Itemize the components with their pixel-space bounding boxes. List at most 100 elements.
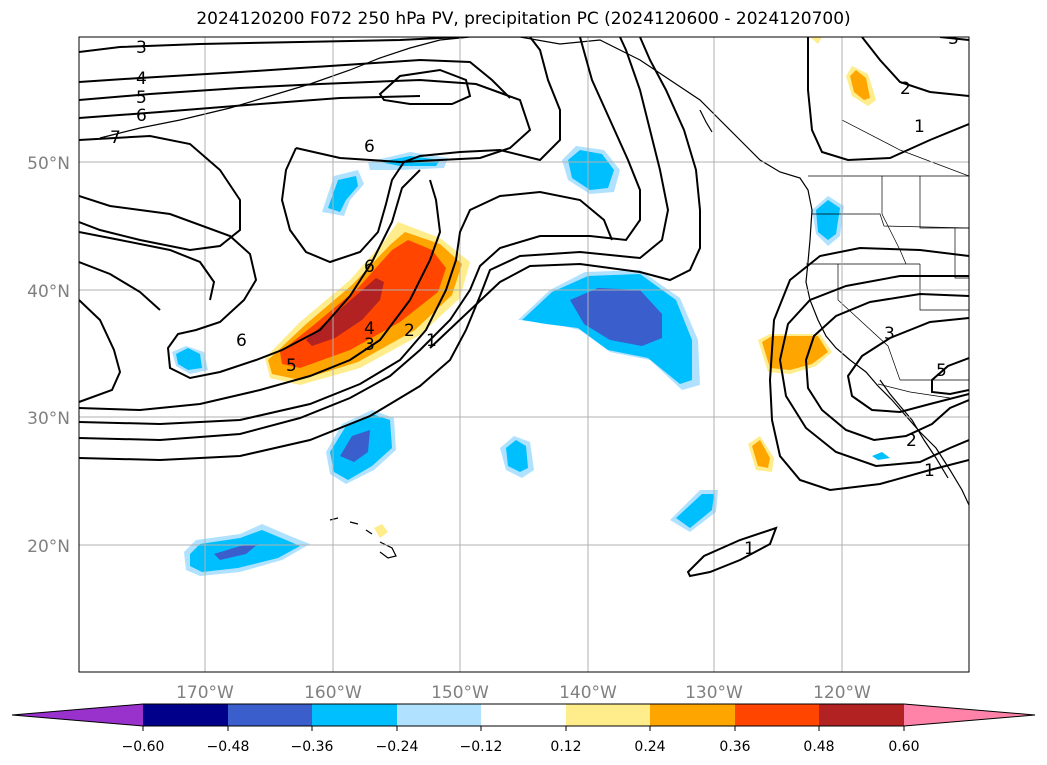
latitude-labels: 50°N 40°N 30°N 20°N xyxy=(27,154,70,557)
lat-label: 40°N xyxy=(27,282,70,302)
coastline-hawaii xyxy=(329,517,397,559)
colorbar-segment xyxy=(735,704,819,726)
contour-label: 6 xyxy=(136,106,147,126)
pv-contour-se xyxy=(768,246,969,492)
colorbar-tick-label: 0.60 xyxy=(888,739,919,755)
border-id xyxy=(881,176,907,265)
colorbar-tick-labels: −0.60 −0.48 −0.36 −0.24 −0.12 0.12 0.24 … xyxy=(122,739,920,755)
map-background xyxy=(79,37,969,672)
contour-label: 5 xyxy=(136,88,147,108)
pv-contour xyxy=(79,134,241,252)
colorbar: −0.60 −0.48 −0.36 −0.24 −0.12 0.12 0.24 … xyxy=(11,703,1036,755)
contour-label: 6 xyxy=(364,257,375,277)
pv-contour xyxy=(280,37,561,264)
contour-label: 2 xyxy=(906,431,917,451)
pv-contour xyxy=(79,37,461,53)
colorbar-segment xyxy=(819,704,904,726)
colorbar-tick-label: −0.36 xyxy=(291,739,334,755)
coastlines xyxy=(99,37,969,559)
contour-label: 5 xyxy=(286,356,297,376)
colorbar-tick-label: −0.24 xyxy=(376,739,419,755)
pv-contour xyxy=(79,261,161,311)
pv-contour-se-inner xyxy=(931,357,969,396)
colorbar-segment xyxy=(650,704,735,726)
border-frame-ne xyxy=(954,228,969,279)
contour-label: 7 xyxy=(110,128,121,148)
precip-neg-k-024 xyxy=(872,452,890,460)
contour-label: 3 xyxy=(884,324,895,344)
pv-contour xyxy=(79,95,421,119)
lon-label: 120°W xyxy=(813,683,871,703)
precip-neg-e-024 xyxy=(176,348,202,370)
precip-pos-o-012 xyxy=(374,524,388,538)
pv-contour xyxy=(79,299,122,403)
political-borders xyxy=(806,37,969,399)
precip-pos-p-012 xyxy=(810,37,822,44)
precip-shading xyxy=(172,37,890,576)
longitude-labels: 170°W 160°W 150°W 140°W 130°W 120°W xyxy=(176,683,871,703)
coastline-haida xyxy=(699,109,713,133)
lon-label: 160°W xyxy=(304,683,362,703)
contour-label: 1 xyxy=(914,117,925,137)
pv-contour xyxy=(79,231,216,301)
contour-label: 6 xyxy=(236,331,247,351)
pv-contour-low-ring xyxy=(378,68,472,105)
contour-label: 4 xyxy=(364,319,375,339)
precip-neg-d-036 xyxy=(570,288,662,346)
pv-contour xyxy=(79,190,613,426)
precip-neg-g-024 xyxy=(506,440,528,472)
precip-neg-f-036 xyxy=(340,430,370,462)
contour-label: 6 xyxy=(364,137,375,157)
colorbar-tick-label: 0.12 xyxy=(550,739,581,755)
precip-neg-a-024 xyxy=(328,176,358,212)
map-content: 3 4 5 6 7 6 6 6 5 4 3 2 1 2 1 3 3 2 1 5 … xyxy=(79,29,969,672)
precip-pos-n-024 xyxy=(850,70,870,100)
precip-pos-m-024 xyxy=(752,440,770,468)
lon-label: 150°W xyxy=(431,683,489,703)
pv-contour-se xyxy=(778,275,969,468)
precip-neg-c-024 xyxy=(568,150,614,190)
border-ut xyxy=(919,264,969,311)
lat-label: 20°N xyxy=(27,537,70,557)
border-mt xyxy=(919,176,969,229)
contour-label: 3 xyxy=(948,29,959,49)
colorbar-tick-label: −0.12 xyxy=(460,739,503,755)
precip-neg-h-024 xyxy=(676,494,714,528)
colorbar-tick-label: −0.60 xyxy=(122,739,165,755)
pv-contour xyxy=(79,169,421,380)
pv-contour xyxy=(79,179,442,412)
pv-contour-se xyxy=(804,292,969,442)
contour-label: 1 xyxy=(744,539,755,559)
colorbar-tick-label: 0.24 xyxy=(634,739,665,755)
colorbar-tick-label: 0.48 xyxy=(803,739,834,755)
colorbar-tick-label: 0.36 xyxy=(719,739,750,755)
border-ca-nv xyxy=(837,264,901,381)
colorbar-extend-max xyxy=(904,704,1035,726)
pv-contour-1-east xyxy=(861,37,969,97)
colorbar-segment xyxy=(566,704,650,726)
lat-label: 50°N xyxy=(27,154,70,174)
colorbar-segment xyxy=(481,704,566,726)
plot-title: 2024120200 F072 250 hPa PV, precipitatio… xyxy=(196,9,851,29)
graticule xyxy=(79,37,969,672)
colorbar-segment xyxy=(228,704,312,726)
coastline-alaska-south xyxy=(470,37,813,211)
lon-label: 170°W xyxy=(176,683,234,703)
pv-contour xyxy=(79,58,511,99)
colorbar-ticks xyxy=(142,726,905,731)
coastline-baja xyxy=(879,379,949,479)
colorbar-segment xyxy=(397,704,481,726)
pv-contour-sw-1 xyxy=(686,526,778,578)
contour-label: 2 xyxy=(404,321,415,341)
precip-neg-j-024 xyxy=(816,200,840,240)
border-mex xyxy=(877,383,951,399)
contour-label: 1 xyxy=(426,331,437,351)
colorbar-segment xyxy=(143,704,228,726)
contour-label: 5 xyxy=(936,361,947,381)
contour-label: 1 xyxy=(924,461,935,481)
contour-label: 3 xyxy=(136,38,147,58)
coastline-west-coast xyxy=(805,209,969,506)
contour-label: 2 xyxy=(900,79,911,99)
precip-positive-048 xyxy=(306,278,384,346)
